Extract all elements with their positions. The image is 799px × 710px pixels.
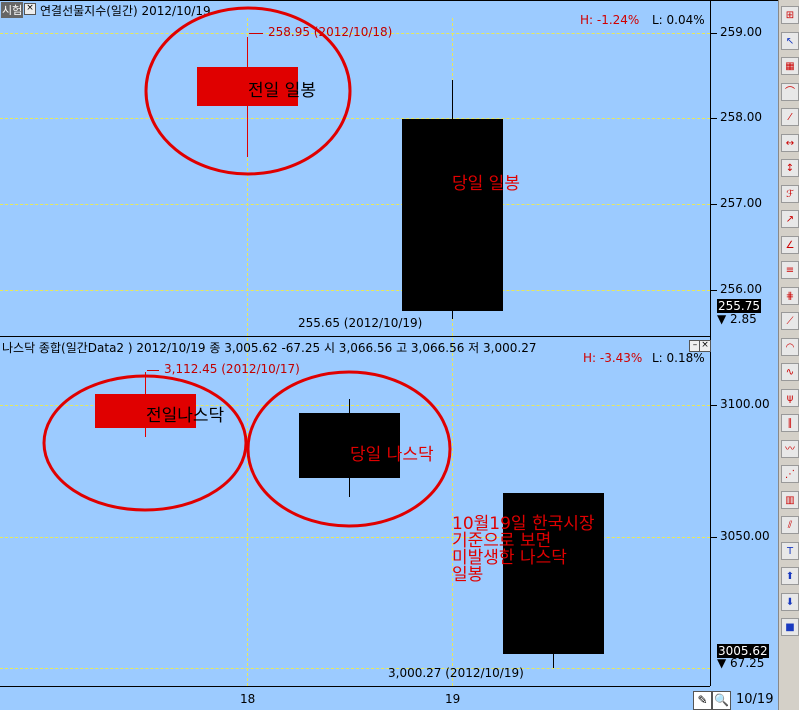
grid-line <box>0 118 710 119</box>
fib-fan-icon[interactable]: ⟋ <box>781 312 799 330</box>
low-annotation: 255.65 (2012/10/19) <box>298 316 423 330</box>
square-icon[interactable]: ■ <box>781 618 799 636</box>
chart-title: 나스닥 종합(일간Data2 ) 2012/10/19 종 3,005.62 -… <box>2 341 537 355</box>
channel-icon[interactable]: ≡ <box>781 261 799 279</box>
close-icon[interactable]: × <box>699 340 711 352</box>
up-arrow-icon[interactable]: ⬆ <box>781 567 799 585</box>
cycle-icon[interactable]: ∿ <box>781 363 799 381</box>
x-tick-label: 18 <box>240 692 256 706</box>
y-tick-label: 258.00 <box>720 110 762 124</box>
grid-line <box>0 204 710 205</box>
low-annotation: 3,000.27 (2012/10/19) <box>388 666 524 680</box>
cursor-icon[interactable]: ↖ <box>781 31 799 50</box>
low-pct: L: 0.18% <box>652 351 705 365</box>
grid-line <box>0 668 710 669</box>
note-line: 일봉 <box>452 565 484 585</box>
candle-body[interactable] <box>503 493 604 655</box>
text-icon[interactable]: T <box>781 541 799 560</box>
down-arrow-icon[interactable]: ⬇ <box>781 592 799 611</box>
label-prev-candle: 전일 일봉 <box>248 81 316 101</box>
grid-icon[interactable]: ▦ <box>781 57 799 75</box>
speed-icon[interactable]: ⋰ <box>781 465 799 483</box>
tick <box>711 290 717 291</box>
line-icon[interactable]: ⁄ <box>781 108 799 126</box>
y-tick-label: 3100.00 <box>720 397 770 411</box>
candle-body[interactable] <box>299 412 400 479</box>
note-line: 10월19일 한국시장 <box>452 514 595 534</box>
label-today-nasdaq: 당일 나스닥 <box>350 445 434 465</box>
tick <box>711 405 717 406</box>
label-today-candle: 당일 일봉 <box>452 174 520 194</box>
highlight-ellipse <box>42 374 248 512</box>
ray-icon[interactable]: ↗ <box>781 210 799 228</box>
grid-line <box>0 537 710 538</box>
hline-icon[interactable]: ↔ <box>781 133 799 152</box>
high-pct: H: -1.24% <box>580 13 640 27</box>
note: 10월19일 한국시장 기준으로 보면 미발생한 나스닥 일봉 <box>452 516 595 584</box>
trend-icon[interactable]: ⌒ <box>781 82 799 101</box>
y-tick-label: 257.00 <box>720 196 762 210</box>
crosshair-icon[interactable]: ⊞ <box>781 6 799 24</box>
grid-line <box>0 405 710 406</box>
tick <box>711 537 717 538</box>
tick <box>711 33 717 34</box>
close-icon[interactable]: × <box>24 3 36 15</box>
high-pct: H: -3.43% <box>583 351 643 365</box>
price-change: ▼ 67.25 <box>717 656 765 670</box>
current-date: 10/19 <box>736 692 774 707</box>
panel-tag: 시험 <box>1 2 24 18</box>
tick <box>711 204 717 205</box>
highlight-ellipse <box>144 6 352 176</box>
regression-icon[interactable]: ⫽ <box>781 516 799 534</box>
pitchfork-icon[interactable]: ψ <box>781 388 799 407</box>
candle-body[interactable] <box>197 67 298 106</box>
highlight-ellipse <box>246 370 452 528</box>
high-annotation: 258.95 (2012/10/18) <box>268 25 393 39</box>
high-annotation: 3,112.45 (2012/10/17) <box>164 362 300 376</box>
wave-icon[interactable]: 〰 <box>781 439 799 458</box>
x-axis-line <box>0 686 710 687</box>
parallel-icon[interactable]: ∥ <box>781 414 799 432</box>
fib-icon[interactable]: ℱ <box>781 184 799 203</box>
x-tick-label: 19 <box>445 692 461 706</box>
current-price: 3005.62 <box>717 644 769 658</box>
grid-line <box>452 18 453 686</box>
grid-line <box>0 33 710 34</box>
current-price: 255.75 <box>717 299 761 313</box>
top-chart-panel[interactable]: 시험 × 연결선물지수(일간) 2012/10/19 H: -1.24% L: … <box>0 0 778 336</box>
price-change: ▼ 2.85 <box>717 312 757 326</box>
top-border <box>0 0 778 1</box>
vline-icon[interactable]: ↕ <box>781 159 799 177</box>
y-tick-label: 3050.00 <box>720 529 770 543</box>
candle-body[interactable] <box>402 118 503 311</box>
angle-icon[interactable]: ∠ <box>781 235 799 254</box>
annotation-pointer <box>147 370 159 371</box>
chart-title: 연결선물지수(일간) 2012/10/19 <box>40 4 211 18</box>
fib-arc-icon[interactable]: ◠ <box>781 337 799 356</box>
panel-divider <box>0 336 710 337</box>
note-line: 미발생한 나스닥 <box>452 548 567 568</box>
annotation-pointer <box>249 33 263 34</box>
pencil-icon[interactable]: ✎ <box>693 691 712 710</box>
drawing-toolbar: ⊞ ↖ ▦ ⌒ ⁄ ↔ ↕ ℱ ↗ ∠ ≡ ⋕ ⟋ ◠ ∿ ψ ∥ 〰 ⋰ ▥ ⫽ T ⬆ ⬇ ■ <box>778 0 799 710</box>
candle-body[interactable] <box>95 393 196 428</box>
note-line: 기준으로 보면 <box>452 531 552 551</box>
tick <box>711 118 717 119</box>
bars-icon[interactable]: ▥ <box>781 490 799 509</box>
y-tick-label: 256.00 <box>720 282 762 296</box>
ellipse-overlay <box>42 6 452 528</box>
low-pct: L: 0.04% <box>652 13 705 27</box>
zoom-icon[interactable]: 🔍 <box>712 691 731 710</box>
y-tick-label: 259.00 <box>720 25 762 39</box>
grid-line <box>247 18 248 686</box>
gann-icon[interactable]: ⋕ <box>781 286 799 305</box>
grid-line <box>0 290 710 291</box>
label-prev-nasdaq: 전일나스닥 <box>146 406 225 426</box>
